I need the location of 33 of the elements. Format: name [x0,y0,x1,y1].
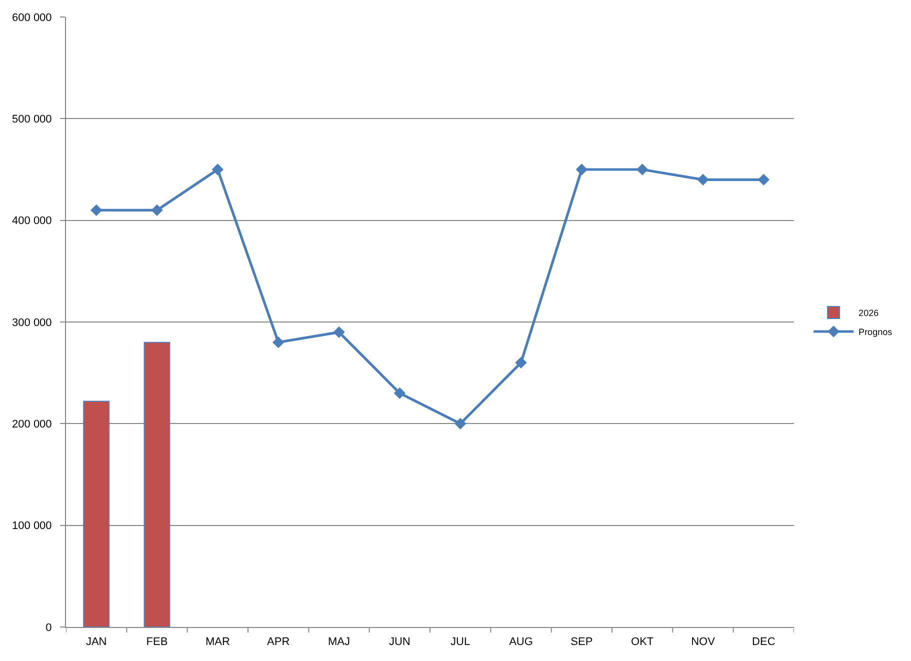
point [515,356,527,369]
point [697,174,709,186]
x-tick-label: AUG [509,636,533,648]
point [454,418,466,430]
x-tick-label: NOV [691,636,716,648]
point [333,326,345,338]
x-tick-label: MAR [205,636,230,648]
x-tick-label: JUL [450,636,470,648]
x-tick-label: FEB [146,636,168,648]
y-tick-label: 100 000 [12,520,52,532]
x-tick-label: JAN [86,636,107,648]
y-tick-label: 200 000 [12,418,52,431]
y-tick-label: 400 000 [12,215,52,228]
point [212,164,224,176]
point [151,204,163,216]
x-tick-label: OKT [631,636,654,648]
point [90,204,102,216]
x-tick-label: APR [267,636,290,648]
x-tick-label: MAJ [328,636,350,648]
point [576,164,588,176]
y-tick-label: 500 000 [12,114,52,126]
x-tick-label: DEC [752,636,776,648]
point [394,387,406,400]
point [636,164,648,176]
point [272,336,284,348]
y-tick-label: 300 000 [12,316,52,329]
point [758,174,770,186]
legend-label: 2026 [858,308,879,318]
x-tick-label: JUN [388,636,410,648]
y-tick-label: 600 000 [12,12,52,24]
y-tick-label: 0 [46,622,52,634]
x-tick-label: SEP [570,636,593,648]
legend-label: Prognos [858,327,893,338]
